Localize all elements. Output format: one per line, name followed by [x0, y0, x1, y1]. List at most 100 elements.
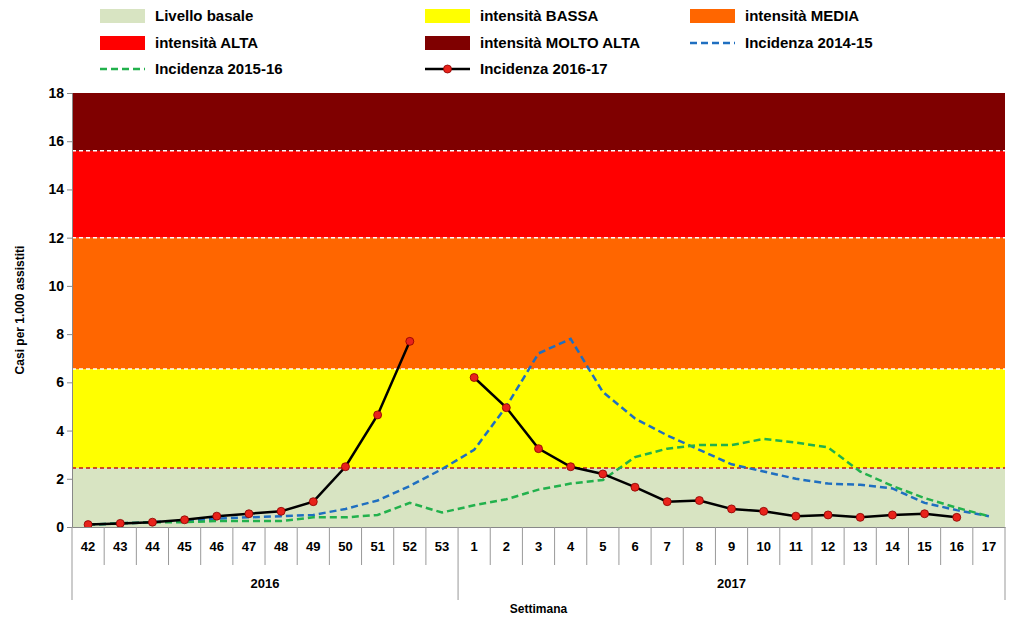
- x-separators: [72, 527, 1005, 600]
- y-tick-mark: [67, 238, 72, 239]
- chart: 0246810121416184243444546474849505152531…: [0, 0, 1024, 624]
- y-tick-label: 18: [48, 85, 64, 101]
- y-tick: 0: [56, 519, 72, 535]
- x-separator: [972, 527, 973, 565]
- x-tick: 49: [306, 527, 320, 554]
- intensity-band: [72, 369, 1005, 468]
- x-tick-label: 42: [81, 539, 95, 554]
- series-marker: [695, 496, 703, 504]
- x-tick-label: 1: [471, 539, 478, 554]
- series-marker: [599, 470, 607, 478]
- x-separator: [876, 527, 877, 565]
- x-tick-label: 15: [917, 539, 931, 554]
- legend-label: intensità BASSA: [480, 7, 599, 24]
- band-threshold: [72, 368, 1005, 370]
- legend-item: Livello basale: [100, 7, 253, 24]
- series-marker: [470, 374, 478, 382]
- x-tick-label: 6: [631, 539, 638, 554]
- y-tick-label: 4: [56, 423, 64, 439]
- series-line: [88, 339, 989, 525]
- x-tick: 8: [696, 527, 703, 554]
- series-marker: [760, 507, 768, 515]
- series-marker: [631, 483, 639, 491]
- series-marker: [856, 513, 864, 521]
- y-tick-label: 12: [48, 230, 64, 246]
- y-tick: 14: [48, 181, 72, 197]
- band-threshold: [72, 467, 1005, 469]
- series-marker: [502, 404, 510, 412]
- x-separator: [651, 527, 652, 565]
- x-tick-label: 46: [210, 539, 224, 554]
- series-marker: [374, 411, 382, 419]
- x-separator: [940, 527, 941, 565]
- x-tick: 46: [210, 527, 224, 554]
- legend-item: intensità MOLTO ALTA: [425, 34, 640, 51]
- x-tick-label: 48: [274, 539, 288, 554]
- x-tick-label: 44: [145, 539, 160, 554]
- x-tick: 43: [113, 527, 127, 554]
- legend-label: intensità ALTA: [155, 34, 258, 51]
- x-separator: [104, 527, 105, 565]
- x-tick: 12: [821, 527, 835, 554]
- x-tick: 3: [535, 527, 542, 554]
- series-marker: [888, 511, 896, 519]
- x-separator: [1005, 527, 1006, 600]
- year-label: 2016: [251, 576, 280, 591]
- x-tick: 47: [242, 527, 256, 554]
- x-tick-label: 14: [885, 539, 900, 554]
- x-tick: 14: [885, 527, 900, 554]
- x-tick: 6: [631, 527, 638, 554]
- legend-item: Incidenza 2015-16: [100, 60, 283, 77]
- y-tick-label: 6: [56, 374, 64, 390]
- x-separator: [618, 527, 619, 565]
- x-tick-label: 13: [853, 539, 867, 554]
- y-tick-mark: [67, 93, 72, 94]
- x-tick-label: 5: [599, 539, 606, 554]
- series-marker: [921, 510, 929, 518]
- intensity-band: [72, 238, 1005, 369]
- x-separator: [425, 527, 426, 565]
- x-separator: [522, 527, 523, 565]
- x-tick-label: 53: [435, 539, 449, 554]
- series-marker: [213, 512, 221, 520]
- y-tick: 8: [56, 326, 72, 342]
- x-axis-title: Settimana: [510, 602, 568, 616]
- x-separator: [393, 527, 394, 565]
- y-tick-mark: [67, 141, 72, 142]
- x-tick: 4: [567, 527, 575, 554]
- x-axis-line: [73, 527, 1006, 528]
- y-tick: 12: [48, 230, 72, 246]
- y-tick: 2: [56, 471, 72, 487]
- legend-marker: [444, 65, 452, 73]
- legend-swatch: [100, 68, 145, 71]
- x-tick-label: 9: [728, 539, 735, 554]
- y-tick-label: 14: [48, 181, 64, 197]
- x-tick-label: 45: [177, 539, 191, 554]
- series-line: [88, 439, 989, 525]
- series-marker: [728, 505, 736, 513]
- legend-item: Incidenza 2014-15: [690, 34, 873, 51]
- legend-label: intensità MEDIA: [745, 7, 859, 24]
- y-tick-label: 16: [48, 133, 64, 149]
- x-separator: [168, 527, 169, 565]
- x-tick: 53: [435, 527, 449, 554]
- x-tick: 5: [599, 527, 606, 554]
- intensity-band: [72, 151, 1005, 238]
- x-tick-label: 17: [982, 539, 996, 554]
- series-marker: [567, 463, 575, 471]
- x-tick: 48: [274, 527, 288, 554]
- x-tick-label: 43: [113, 539, 127, 554]
- legend-item: intensità MEDIA: [690, 7, 859, 24]
- y-tick-mark: [67, 286, 72, 287]
- x-separator: [586, 527, 587, 565]
- x-separator: [200, 527, 201, 565]
- y-axis-line: [67, 94, 73, 528]
- x-separator: [361, 527, 362, 565]
- series-line: [88, 341, 957, 524]
- x-tick-label: 3: [535, 539, 542, 554]
- legend-swatch: [100, 9, 145, 23]
- x-separator: [458, 527, 459, 600]
- x-tick-label: 12: [821, 539, 835, 554]
- band-threshold: [72, 237, 1005, 239]
- x-tick: 13: [853, 527, 867, 554]
